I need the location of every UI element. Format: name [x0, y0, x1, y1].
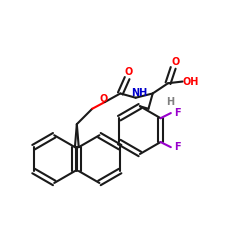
- Text: F: F: [174, 142, 181, 152]
- Text: OH: OH: [183, 76, 199, 86]
- Text: O: O: [125, 67, 133, 77]
- Text: O: O: [172, 57, 180, 67]
- Text: F: F: [174, 108, 181, 118]
- Text: NH: NH: [131, 88, 147, 98]
- Text: H: H: [166, 97, 175, 107]
- Text: O: O: [99, 94, 108, 104]
